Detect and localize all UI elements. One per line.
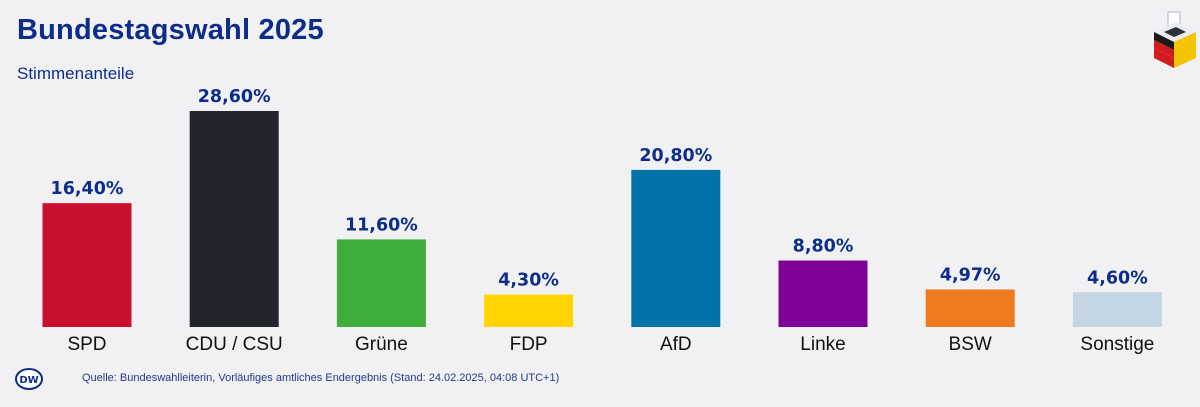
- value-label: 4,30%: [498, 271, 559, 291]
- bar-afd: [631, 169, 721, 327]
- value-label: 4,97%: [940, 265, 1001, 285]
- ballot-box-icon: [1154, 11, 1196, 68]
- category-label: CDU / CSU: [186, 334, 283, 355]
- value-label: 8,80%: [793, 237, 854, 257]
- bar-bsw: [925, 289, 1015, 327]
- category-label: BSW: [949, 334, 992, 355]
- bar-sonstige: [1072, 292, 1162, 327]
- bar-grüne: [336, 239, 426, 327]
- value-label: 4,60%: [1087, 268, 1148, 288]
- category-label: FDP: [510, 334, 548, 355]
- category-label: Sonstige: [1080, 334, 1154, 355]
- value-label: 11,60%: [345, 215, 418, 235]
- category-label: AfD: [660, 334, 692, 355]
- category-label: Linke: [800, 334, 845, 355]
- chart-title: Bundestagswahl 2025: [17, 14, 324, 46]
- bar-fdp: [484, 294, 574, 327]
- chart-subtitle: Stimmenanteile: [17, 64, 135, 83]
- dw-logo-icon: DW: [15, 368, 43, 390]
- bar-spd: [42, 203, 132, 327]
- svg-text:DW: DW: [19, 375, 38, 386]
- value-label: 28,60%: [198, 87, 271, 107]
- category-label: Grüne: [355, 334, 408, 355]
- value-label: 20,80%: [639, 146, 712, 166]
- category-label: SPD: [67, 334, 106, 355]
- source-note: Quelle: Bundeswahlleiterin, Vorläufiges …: [82, 372, 560, 384]
- bar-linke: [778, 260, 868, 327]
- bar-cdu-csu: [189, 111, 279, 327]
- value-label: 16,40%: [51, 179, 124, 199]
